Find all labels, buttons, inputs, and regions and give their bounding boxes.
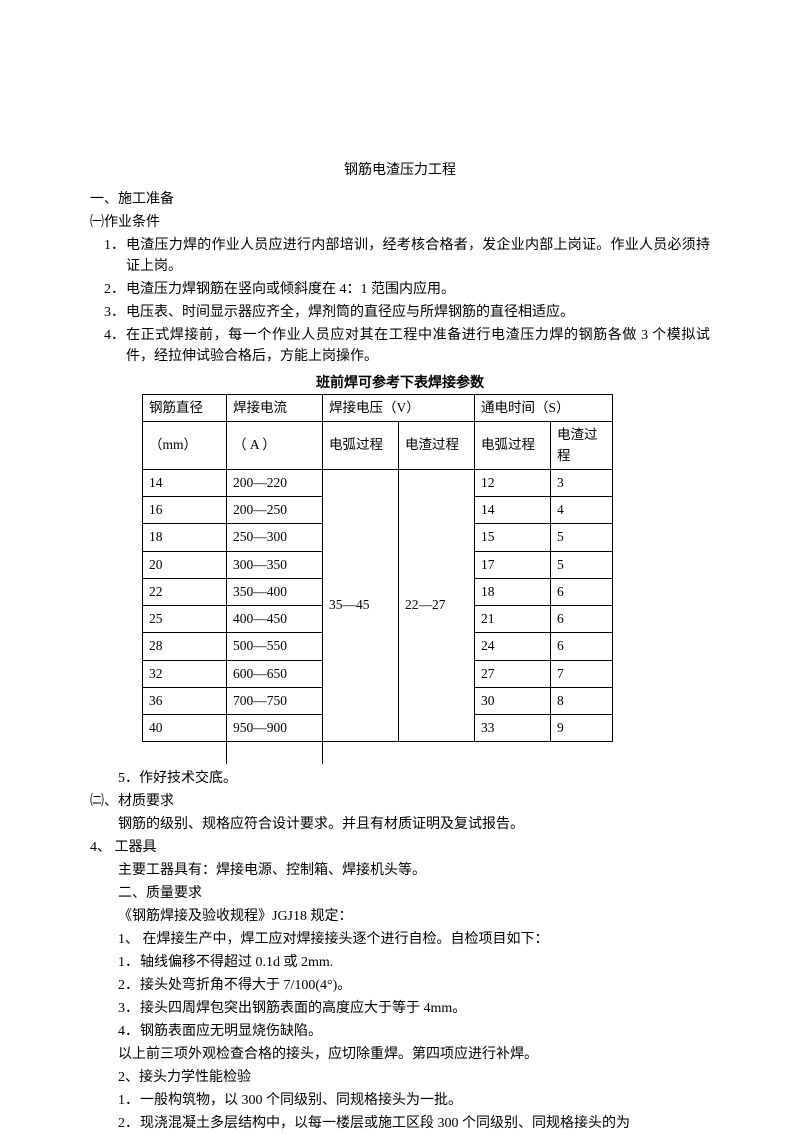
- th-dia: 钢筋直径: [143, 395, 227, 422]
- th-volt-slag: 电渣过程: [399, 422, 475, 470]
- sub-1-3-text: 主要工器具有：焊接电源、控制箱、焊接机头等。: [90, 860, 710, 881]
- table-stub-row: [143, 742, 613, 764]
- list-num: 1．: [118, 1090, 140, 1111]
- cell-cur: 400—450: [227, 606, 323, 633]
- cell-t2: 7: [551, 660, 613, 687]
- cell-t2: 5: [551, 551, 613, 578]
- cell-dia: 22: [143, 578, 227, 605]
- list-num: 2．: [118, 1113, 140, 1134]
- cell-volt-slag-merged: 22—27: [399, 469, 475, 742]
- list-text: 在正式焊接前，每一个作业人员应对其在工程中准备进行电渣压力焊的钢筋各做 3 个模…: [126, 325, 710, 367]
- cell-cur: 300—350: [227, 551, 323, 578]
- sub-1-2-text: 钢筋的级别、规格应符合设计要求。并且有材质证明及复试报告。: [90, 814, 710, 835]
- cell-t1: 14: [475, 497, 551, 524]
- list-text: 钢筋表面应无明显烧伤缺陷。: [140, 1021, 710, 1042]
- cell-dia: 25: [143, 606, 227, 633]
- list-item: 1． 一般构筑物，以 300 个同级别、同规格接头为一批。: [90, 1090, 710, 1111]
- sub-1-2: ㈡、材质要求: [90, 791, 710, 812]
- list-num: 2．: [118, 975, 140, 996]
- list-num: 1．: [118, 952, 140, 973]
- th-time-arc: 电弧过程: [475, 422, 551, 470]
- cell-cur: 600—650: [227, 660, 323, 687]
- cell-cur: 350—400: [227, 578, 323, 605]
- cell-t2: 6: [551, 606, 613, 633]
- list-text: 接头处弯折角不得大于 7/100(4°)。: [140, 975, 710, 996]
- cell-dia: 28: [143, 633, 227, 660]
- list-num: 4．: [118, 1021, 140, 1042]
- cell-dia: 18: [143, 524, 227, 551]
- list-text: 现浇混凝土多层结构中，以每一楼层或施工区段 300 个同级别、同规格接头的为: [140, 1113, 710, 1134]
- list-item: 2． 接头处弯折角不得大于 7/100(4°)。: [90, 975, 710, 996]
- list-item: 3． 接头四周焊包突出钢筋表面的高度应大于等于 4mm。: [90, 998, 710, 1019]
- th-time: 通电时间（S）: [475, 395, 613, 422]
- th-dia-unit: （mm）: [143, 422, 227, 470]
- list-item: 1． 电渣压力焊的作业人员应进行内部培训，经考核合格者，发企业内部上岗证。作业人…: [90, 235, 710, 277]
- cell-t1: 24: [475, 633, 551, 660]
- list-item: 4． 在正式焊接前，每一个作业人员应对其在工程中准备进行电渣压力焊的钢筋各做 3…: [90, 325, 710, 367]
- table-caption: 班前焊可参考下表焊接参数: [90, 373, 710, 394]
- sub-1-3: 4、 工器具: [90, 837, 710, 858]
- th-volt-arc: 电弧过程: [323, 422, 399, 470]
- cell-dia: 32: [143, 660, 227, 687]
- cell-t2: 6: [551, 633, 613, 660]
- cell-t2: 8: [551, 687, 613, 714]
- cell-t1: 15: [475, 524, 551, 551]
- list-num: 4．: [104, 325, 126, 367]
- list-text: 轴线偏移不得超过 0.1d 或 2mm.: [140, 952, 710, 973]
- cell-t1: 33: [475, 715, 551, 742]
- cell-cur: 700—750: [227, 687, 323, 714]
- sub-1-1: ㈠作业条件: [90, 212, 710, 233]
- list-num: 1．: [104, 235, 126, 277]
- cell-t1: 30: [475, 687, 551, 714]
- th-cur: 焊接电流: [227, 395, 323, 422]
- cell-dia: 36: [143, 687, 227, 714]
- list-text: 电渣压力焊的作业人员应进行内部培训，经考核合格者，发企业内部上岗证。作业人员必须…: [126, 235, 710, 277]
- section-2-heading: 二、质量要求: [90, 883, 710, 904]
- cell-cur: 950—900: [227, 715, 323, 742]
- section-1-heading: 一、施工准备: [90, 189, 710, 210]
- list-item: 3． 电压表、时间显示器应齐全，焊剂筒的直径应与所焊钢筋的直径相适应。: [90, 302, 710, 323]
- list-item: 2． 现浇混凝土多层结构中，以每一楼层或施工区段 300 个同级别、同规格接头的…: [90, 1113, 710, 1134]
- cell-t2: 3: [551, 469, 613, 496]
- list-num: 2．: [104, 279, 126, 300]
- th-cur-unit: （ A ）: [227, 422, 323, 470]
- list-num: 3．: [104, 302, 126, 323]
- cell-t2: 5: [551, 524, 613, 551]
- cell-cur: 250—300: [227, 524, 323, 551]
- list-item: 2． 电渣压力焊钢筋在竖向或倾斜度在 4：1 范围内应用。: [90, 279, 710, 300]
- cell-dia: 16: [143, 497, 227, 524]
- cell-volt-arc-merged: 35—45: [323, 469, 399, 742]
- cell-cur: 200—250: [227, 497, 323, 524]
- section-2-note: 以上前三项外观检查合格的接头，应切除重焊。第四项应进行补焊。: [90, 1044, 710, 1065]
- cell-t1: 21: [475, 606, 551, 633]
- cell-t1: 18: [475, 578, 551, 605]
- list-num: 3．: [118, 998, 140, 1019]
- cell-cur: 500—550: [227, 633, 323, 660]
- cell-t2: 9: [551, 715, 613, 742]
- doc-title: 钢筋电渣压力工程: [90, 160, 710, 181]
- cell-dia: 14: [143, 469, 227, 496]
- cell-t2: 4: [551, 497, 613, 524]
- th-volt: 焊接电压（V）: [323, 395, 475, 422]
- list-item: 4． 钢筋表面应无明显烧伤缺陷。: [90, 1021, 710, 1042]
- list-text: 一般构筑物，以 300 个同级别、同规格接头为一批。: [140, 1090, 710, 1111]
- cell-t1: 12: [475, 469, 551, 496]
- item-5: 5．作好技术交底。: [90, 768, 710, 789]
- list-text: 电渣压力焊钢筋在竖向或倾斜度在 4：1 范围内应用。: [126, 279, 710, 300]
- list-item: 1． 轴线偏移不得超过 0.1d 或 2mm.: [90, 952, 710, 973]
- list-text: 接头四周焊包突出钢筋表面的高度应大于等于 4mm。: [140, 998, 710, 1019]
- cell-dia: 20: [143, 551, 227, 578]
- section-2-ref: 《钢筋焊接及验收规程》JGJ18 规定：: [90, 906, 710, 927]
- weld-params-table: 钢筋直径 焊接电流 焊接电压（V） 通电时间（S） （mm） （ A ） 电弧过…: [142, 394, 613, 764]
- cell-t2: 6: [551, 578, 613, 605]
- cell-cur: 200—220: [227, 469, 323, 496]
- cell-t1: 27: [475, 660, 551, 687]
- th-time-slag: 电渣过程: [551, 422, 613, 470]
- cell-t1: 17: [475, 551, 551, 578]
- section-2-l1: 1、 在焊接生产中，焊工应对焊接接头逐个进行自检。自检项目如下：: [90, 929, 710, 950]
- list-text: 电压表、时间显示器应齐全，焊剂筒的直径应与所焊钢筋的直径相适应。: [126, 302, 710, 323]
- table-row: 14 200—220 35—45 22—27 12 3: [143, 469, 613, 496]
- section-2-l2: 2、接头力学性能检验: [90, 1067, 710, 1088]
- cell-dia: 40: [143, 715, 227, 742]
